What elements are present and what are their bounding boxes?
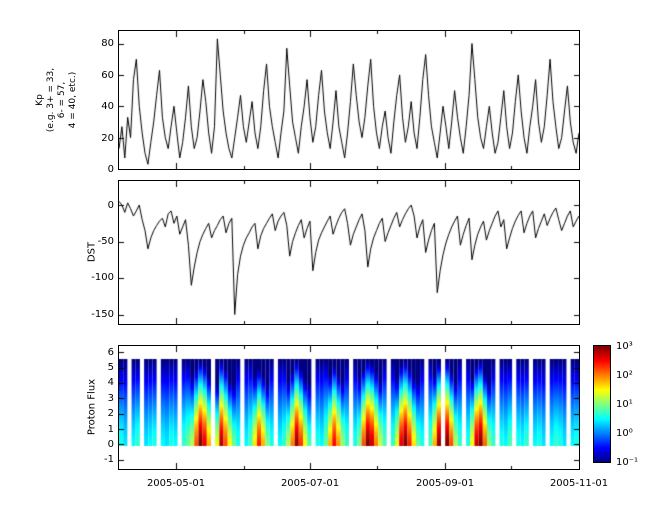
flux-ytick-6: 6 (107, 347, 114, 358)
flux-ytick-2: 2 (107, 408, 114, 419)
flux-ytick-5: 5 (107, 362, 114, 373)
flux-ytick-0: 0 (107, 439, 114, 450)
cbtick-1e2: 10² (616, 370, 633, 381)
xtick-nov: 2005-11-01 (549, 478, 609, 489)
xtick-sep: 2005-09-01 (415, 478, 475, 489)
kp-ytick-60: 60 (101, 70, 114, 81)
dst-ytick-0: 0 (107, 200, 114, 211)
kp-ytick-80: 80 (101, 38, 114, 49)
flux-ytick-3: 3 (107, 393, 114, 404)
kp-panel (118, 30, 580, 170)
cbtick-1e3: 10³ (616, 341, 633, 352)
flux-ytick-1: 1 (107, 424, 114, 435)
flux-ytick-m1: -1 (104, 454, 114, 465)
xtick-may: 2005-05-01 (146, 478, 206, 489)
flux-ytick-4: 4 (107, 377, 114, 388)
kp-ytick-40: 40 (101, 101, 114, 112)
kp-line-chart (119, 31, 579, 169)
dst-line-chart (119, 181, 579, 324)
cbtick-1em1: 10⁻¹ (616, 457, 639, 468)
kp-axis-title: Kp (e.g. 3+ = 33, 6- = 57, 4 = 40, etc.) (35, 67, 78, 133)
cbtick-1e0: 10⁰ (616, 428, 633, 439)
proton-flux-panel (118, 345, 580, 470)
dst-ytick-150: -150 (91, 309, 114, 320)
cbtick-1e1: 10¹ (616, 399, 633, 410)
kp-ytick-0: 0 (107, 164, 114, 175)
dst-ytick-50: -50 (97, 236, 114, 247)
proton-flux-heatmap (119, 346, 579, 469)
kp-ytick-20: 20 (101, 133, 114, 144)
xtick-jul: 2005-07-01 (280, 478, 340, 489)
dst-panel (118, 180, 580, 325)
colorbar (593, 345, 611, 463)
colorbar-gradient (594, 346, 610, 462)
dst-ytick-100: -100 (91, 272, 114, 283)
